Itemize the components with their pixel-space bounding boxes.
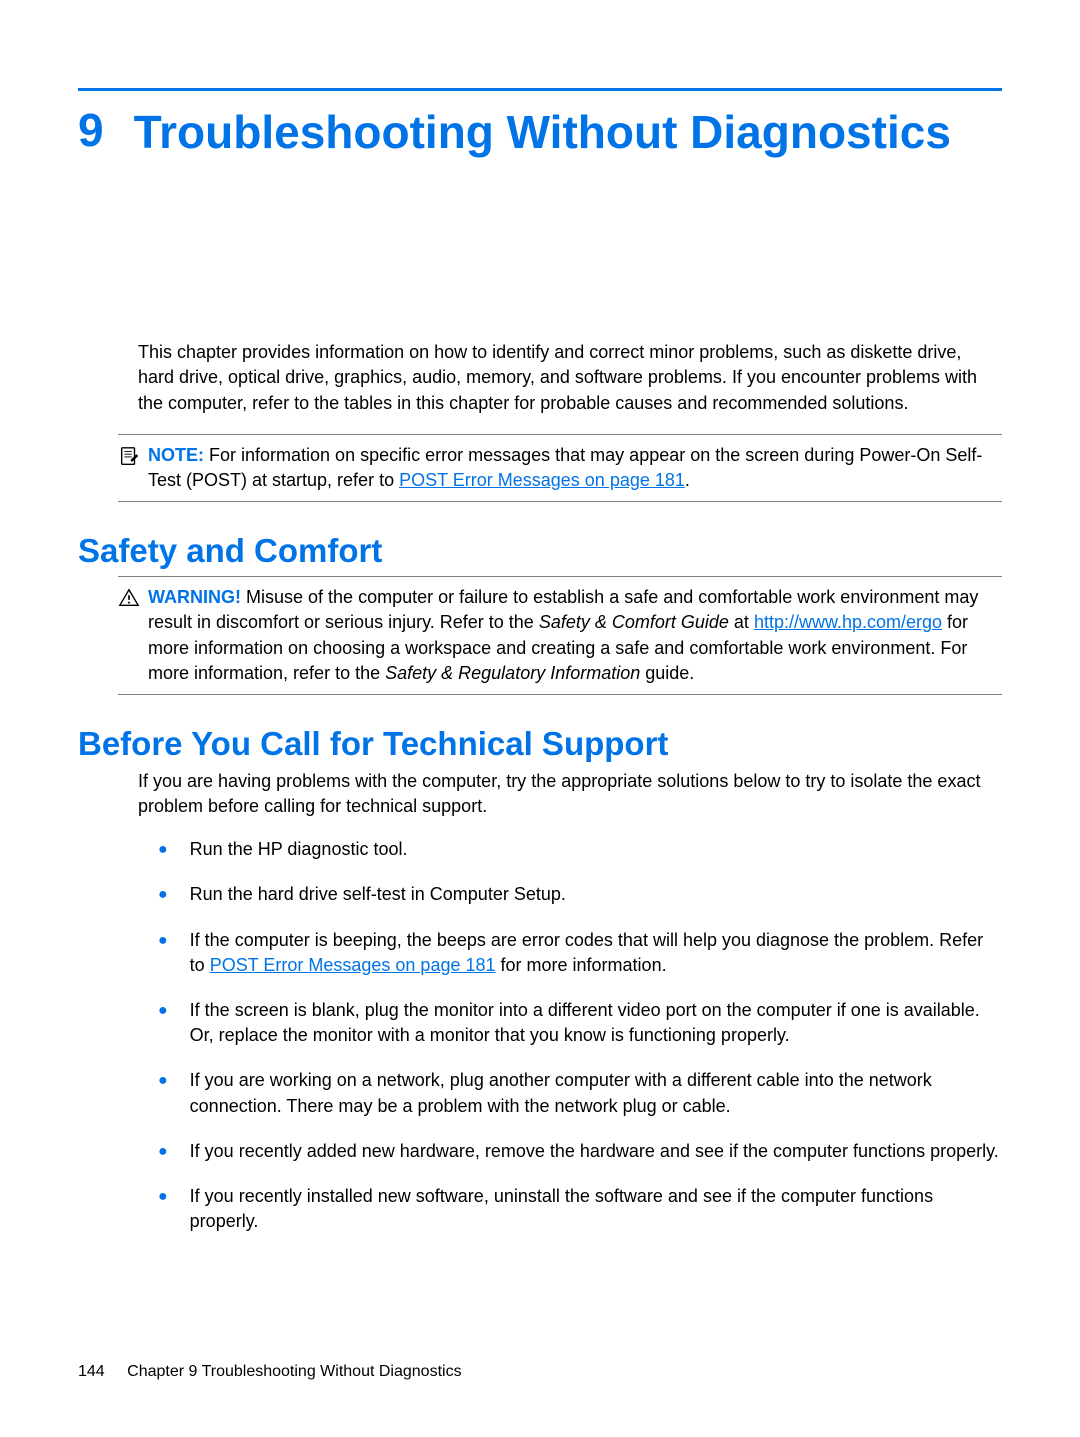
warning-t4: guide. (640, 663, 694, 683)
list-item: ● If you recently added new hardware, re… (158, 1139, 1002, 1164)
warning-label: WARNING! (148, 587, 241, 607)
note-text: NOTE: For information on specific error … (148, 443, 1002, 493)
warning-italic-1: Safety & Comfort Guide (539, 612, 729, 632)
list-item: ● If you recently installed new software… (158, 1184, 1002, 1234)
bullet-icon: ● (158, 1186, 168, 1208)
page-footer: 144 Chapter 9 Troubleshooting Without Di… (78, 1363, 462, 1381)
support-heading: Before You Call for Technical Support (78, 725, 1002, 763)
bullet-2-after: for more information. (496, 955, 667, 975)
bullet-text-6: If you recently installed new software, … (190, 1184, 1002, 1234)
bullet-text-4: If you are working on a network, plug an… (190, 1068, 1002, 1118)
chapter-number: 9 (78, 105, 104, 156)
bullet-list: ● Run the HP diagnostic tool. ● Run the … (158, 837, 1002, 1234)
bullet-text-0: Run the HP diagnostic tool. (190, 837, 1002, 862)
note-icon (118, 445, 140, 467)
chapter-header: 9 Troubleshooting Without Diagnostics (78, 105, 1002, 160)
bullet-icon: ● (158, 884, 168, 906)
list-item: ● Run the HP diagnostic tool. (158, 837, 1002, 862)
bullet-text-5: If you recently added new hardware, remo… (190, 1139, 1002, 1164)
warning-box: WARNING! Misuse of the computer or failu… (118, 576, 1002, 695)
support-intro: If you are having problems with the comp… (138, 769, 1002, 819)
bullet-text-3: If the screen is blank, plug the monitor… (190, 998, 1002, 1048)
bullet-icon: ● (158, 1070, 168, 1092)
list-item: ● If the screen is blank, plug the monit… (158, 998, 1002, 1048)
post-error-link-2[interactable]: POST Error Messages on page 181 (210, 955, 496, 975)
list-item: ● Run the hard drive self-test in Comput… (158, 882, 1002, 907)
hp-ergo-link[interactable]: http://www.hp.com/ergo (754, 612, 942, 632)
page-number: 144 (78, 1363, 105, 1380)
bullet-text-2: If the computer is beeping, the beeps ar… (190, 928, 1002, 978)
warning-icon (118, 587, 140, 609)
list-item: ● If you are working on a network, plug … (158, 1068, 1002, 1118)
bullet-icon: ● (158, 930, 168, 952)
top-rule (78, 88, 1002, 91)
document-page: 9 Troubleshooting Without Diagnostics Th… (0, 0, 1080, 1294)
note-label: NOTE: (148, 445, 204, 465)
bullet-icon: ● (158, 1000, 168, 1022)
chapter-title: Troubleshooting Without Diagnostics (134, 105, 951, 160)
bullet-icon: ● (158, 839, 168, 861)
footer-chapter-ref: Chapter 9 Troubleshooting Without Diagno… (127, 1363, 461, 1380)
note-body-after: . (685, 470, 690, 490)
safety-heading: Safety and Comfort (78, 532, 1002, 570)
warning-italic-2: Safety & Regulatory Information (385, 663, 640, 683)
bullet-text-1: Run the hard drive self-test in Computer… (190, 882, 1002, 907)
post-error-link[interactable]: POST Error Messages on page 181 (399, 470, 685, 490)
warning-text: WARNING! Misuse of the computer or failu… (148, 585, 1002, 686)
bullet-icon: ● (158, 1141, 168, 1163)
warning-t2: at (729, 612, 754, 632)
intro-paragraph: This chapter provides information on how… (138, 340, 1002, 416)
note-box: NOTE: For information on specific error … (118, 434, 1002, 502)
list-item: ● If the computer is beeping, the beeps … (158, 928, 1002, 978)
